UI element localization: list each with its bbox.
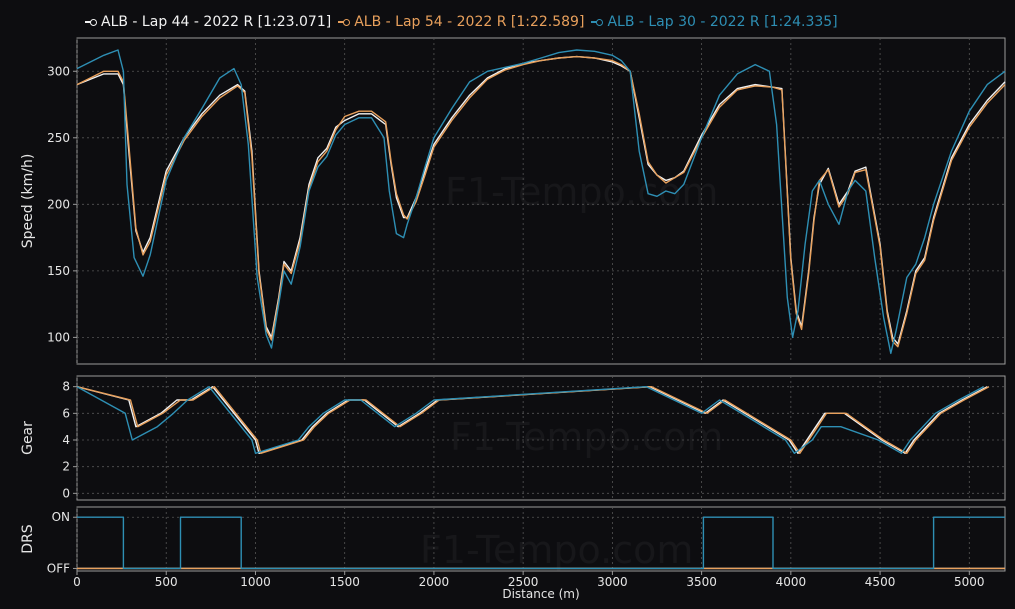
x-tick-label: 500 (155, 575, 178, 589)
x-tick-label: 2500 (508, 575, 539, 589)
x-tick-label: 3000 (597, 575, 628, 589)
legend-item-lap54[interactable]: ALB - Lap 54 - 2022 R [1:22.589] (341, 14, 584, 30)
watermark: F1-Tempo.com (445, 170, 718, 214)
legend-label: ALB - Lap 30 - 2022 R [1:24.335] (607, 14, 838, 30)
x-tick-label: 3500 (686, 575, 717, 589)
x-tick-label: 1000 (240, 575, 271, 589)
y-axis-label: Gear (20, 421, 36, 455)
legend-label: ALB - Lap 44 - 2022 R [1:23.071] (101, 14, 332, 30)
y-tick-label: OFF (47, 561, 70, 575)
legend: ALB - Lap 44 - 2022 R [1:23.071] ALB - L… (88, 14, 838, 30)
series-line-3 (76, 49, 1006, 355)
y-tick-label: 2 (62, 460, 70, 474)
series-line-2 (76, 386, 990, 454)
legend-item-lap30[interactable]: ALB - Lap 30 - 2022 R [1:24.335] (594, 14, 838, 30)
legend-marker-icon (596, 18, 604, 26)
x-axis-label: Distance (m) (502, 587, 579, 601)
x-tick-label: 4500 (865, 575, 896, 589)
y-tick-label: 250 (47, 131, 70, 145)
y-axis-label: DRS (20, 524, 36, 554)
y-tick-label: 200 (47, 197, 70, 211)
watermark: F1-Tempo.com (420, 528, 693, 572)
x-tick-label: 1500 (329, 575, 360, 589)
plot-frame (76, 37, 1006, 365)
y-tick-label: 0 (62, 486, 70, 500)
series-line-3 (76, 386, 984, 454)
y-tick-label: 6 (62, 406, 70, 420)
y-tick-label: ON (52, 510, 70, 524)
legend-item-lap44[interactable]: ALB - Lap 44 - 2022 R [1:23.071] (88, 14, 331, 30)
series-line-3 (77, 516, 1005, 570)
legend-label: ALB - Lap 54 - 2022 R [1:22.589] (354, 14, 585, 30)
y-tick-label: 150 (47, 264, 70, 278)
series-line-1 (76, 386, 988, 454)
y-tick-label: 100 (47, 330, 70, 344)
legend-marker-icon (90, 18, 97, 26)
y-tick-label: 4 (62, 433, 70, 447)
x-tick-label: 4000 (776, 575, 807, 589)
y-tick-label: 8 (62, 380, 70, 394)
legend-marker-icon (343, 18, 351, 26)
x-tick-label: 5000 (954, 575, 985, 589)
x-tick-label: 2000 (419, 575, 450, 589)
series-line-2 (76, 55, 1006, 348)
y-tick-label: 300 (47, 64, 70, 78)
series-line-1 (76, 55, 1006, 345)
watermark: F1-Tempo.com (450, 415, 723, 459)
y-axis-label: Speed (km/h) (20, 154, 36, 249)
x-tick-label: 0 (73, 575, 81, 589)
